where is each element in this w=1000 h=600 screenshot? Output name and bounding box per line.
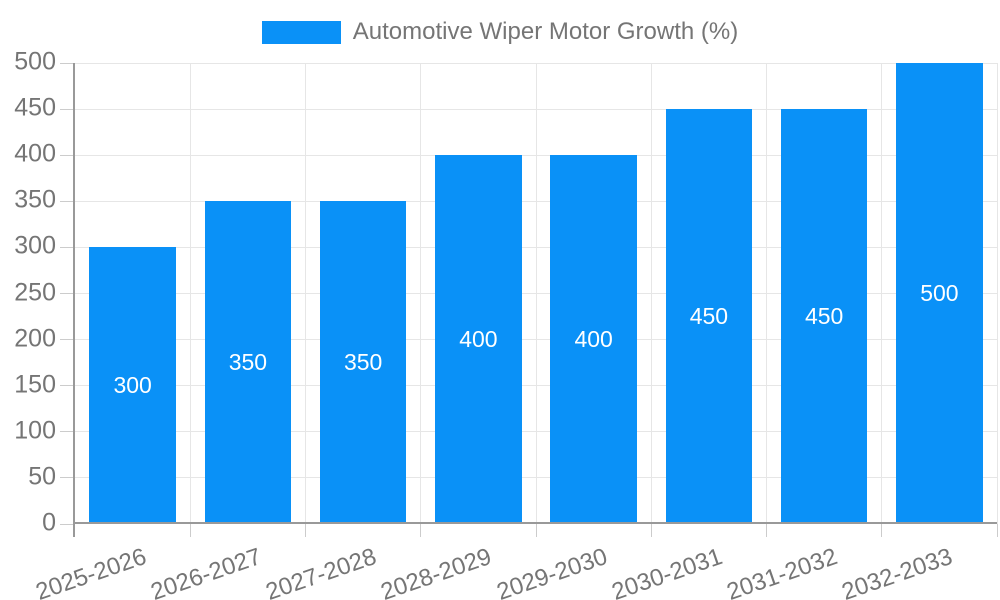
bar-2026-2027[interactable]: 350 — [204, 201, 292, 524]
x-axis-tick — [535, 524, 537, 537]
legend-swatch-icon — [261, 20, 341, 44]
x-axis-line — [73, 522, 997, 524]
x-axis-tick — [881, 524, 883, 537]
v-gridline — [305, 63, 306, 524]
plot-area: 0 50 100 150 200 250 300 350 400 450 500 300 350 350 4… — [14, 47, 998, 600]
bar-value-label: 300 — [113, 372, 152, 399]
y-axis-label: 500 — [14, 47, 56, 76]
bar-value-label: 350 — [343, 349, 383, 376]
y-axis-tick — [60, 62, 75, 64]
y-axis-tick — [60, 523, 75, 525]
y-axis-label: 200 — [14, 323, 56, 352]
y-axis-tick — [60, 246, 75, 248]
legend-item[interactable]: Automotive Wiper Motor Growth (%) — [261, 18, 739, 46]
x-axis-tick — [996, 524, 998, 537]
y-axis-tick — [60, 200, 75, 202]
y-axis-tick — [60, 108, 75, 110]
bar-value-label: 400 — [574, 326, 613, 353]
y-axis-label: 0 — [42, 508, 56, 537]
v-gridline — [766, 63, 767, 524]
x-axis-tick — [650, 524, 652, 537]
v-gridline — [535, 63, 537, 524]
legend-label: Automotive Wiper Motor Growth (%) — [352, 18, 739, 45]
y-axis-tick — [60, 154, 75, 156]
y-axis-tick — [60, 293, 75, 294]
x-axis-tick — [420, 524, 422, 537]
y-axis-label: 250 — [14, 277, 56, 306]
v-gridline — [420, 63, 422, 524]
y-axis-label: 150 — [14, 370, 56, 399]
v-gridline — [996, 63, 998, 524]
x-axis-tick — [766, 524, 767, 537]
x-axis-tick — [305, 524, 306, 537]
v-gridline — [650, 63, 652, 524]
y-axis-tick — [60, 431, 75, 433]
y-axis-label: 300 — [14, 231, 56, 260]
bar-value-label: 450 — [689, 303, 729, 330]
bar-value-label: 500 — [920, 280, 959, 306]
y-axis-line — [73, 63, 75, 537]
y-axis-label: 400 — [14, 139, 56, 168]
y-axis-label: 450 — [14, 93, 56, 122]
bar-2031-2032[interactable]: 450 — [780, 109, 868, 524]
legend: Automotive Wiper Motor Growth (%) — [0, 18, 1000, 46]
v-gridline — [881, 63, 883, 524]
y-axis-label: 100 — [14, 416, 56, 445]
x-axis-tick — [189, 524, 191, 537]
bar-value-label: 450 — [804, 303, 844, 330]
y-axis-tick — [60, 385, 75, 387]
bar-2030-2031[interactable]: 450 — [665, 109, 753, 524]
v-gridline — [189, 63, 191, 524]
bar-2027-2028[interactable]: 350 — [319, 201, 407, 524]
y-axis-label: 50 — [28, 462, 56, 491]
bar-2028-2029[interactable]: 400 — [435, 155, 522, 524]
bar-value-label: 350 — [228, 349, 268, 376]
bar-2025-2026[interactable]: 300 — [89, 247, 176, 524]
y-axis-tick — [60, 477, 75, 479]
bar-value-label: 400 — [459, 326, 498, 353]
y-axis-label: 350 — [14, 185, 56, 214]
bar-2029-2030[interactable]: 400 — [550, 155, 637, 524]
y-axis-tick — [60, 339, 75, 341]
bar-2032-2033[interactable]: 500 — [896, 63, 983, 524]
